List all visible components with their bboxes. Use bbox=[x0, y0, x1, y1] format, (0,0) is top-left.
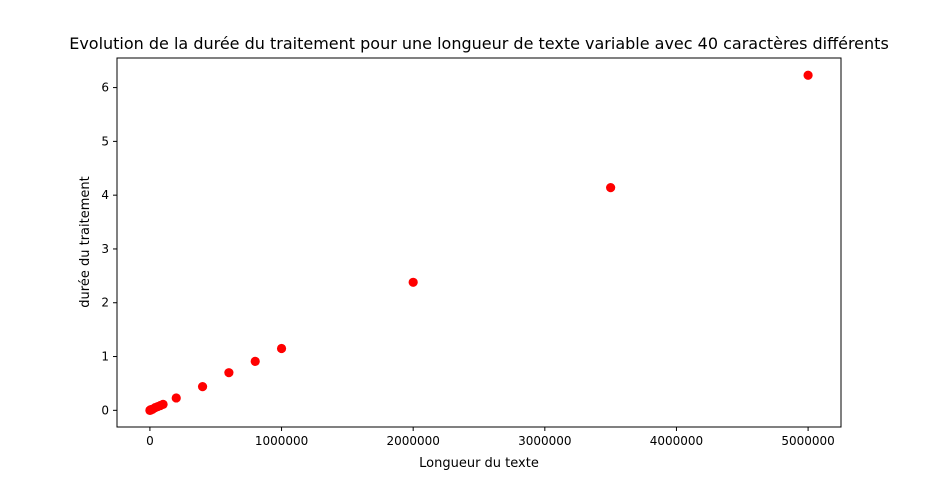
x-tick-label: 0 bbox=[146, 434, 154, 448]
data-point bbox=[606, 183, 616, 193]
plot-frame bbox=[116, 57, 842, 428]
data-point bbox=[803, 70, 813, 80]
y-tick-label: 4 bbox=[101, 188, 109, 202]
data-point bbox=[197, 382, 208, 392]
x-axis-label: Longueur du texte bbox=[419, 456, 539, 471]
data-point bbox=[158, 399, 168, 410]
y-tick-label: 2 bbox=[101, 296, 109, 310]
y-tick-label: 5 bbox=[101, 134, 109, 148]
data-point bbox=[250, 356, 260, 366]
data-point bbox=[408, 277, 418, 287]
y-axis-label: durée du traitement bbox=[78, 176, 93, 307]
data-points bbox=[145, 70, 813, 415]
y-tick-label: 6 bbox=[101, 81, 109, 95]
plot-area bbox=[117, 58, 841, 427]
x-tick-label: 4000000 bbox=[650, 434, 703, 448]
x-tick-label: 1000000 bbox=[255, 434, 308, 448]
chart-title: Evolution de la durée du traitement pour… bbox=[69, 34, 889, 53]
data-point bbox=[224, 368, 234, 378]
y-axis-ticks: 0 1 2 3 4 5 6 bbox=[101, 81, 117, 417]
y-tick-label: 0 bbox=[101, 403, 109, 417]
x-tick-label: 2000000 bbox=[386, 434, 439, 448]
x-axis-ticks: 0 1000000 2000000 3000000 4000000 5000000 bbox=[146, 427, 835, 448]
y-tick-label: 1 bbox=[101, 350, 109, 364]
y-tick-label: 3 bbox=[101, 242, 109, 256]
data-point bbox=[276, 343, 287, 354]
x-tick-label: 3000000 bbox=[518, 434, 571, 448]
x-tick-label: 5000000 bbox=[781, 434, 834, 448]
data-point bbox=[171, 393, 181, 403]
